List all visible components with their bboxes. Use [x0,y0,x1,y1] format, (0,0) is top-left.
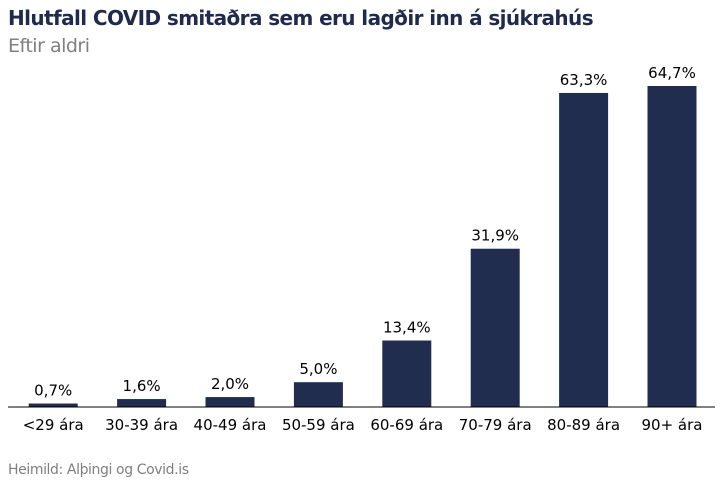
bar [28,403,78,407]
data-label: 31,9% [471,227,519,245]
bar [647,86,697,407]
chart-subtitle: Eftir aldri [8,35,90,57]
data-label: 63,3% [560,71,608,89]
x-tick-label: 40-49 ára [194,416,267,434]
x-tick-label: 90+ ára [642,416,703,434]
x-tick-label: 80-89 ára [547,416,620,434]
bar [382,340,432,407]
data-label: 13,4% [383,319,431,337]
x-tick-label: <29 ára [23,416,84,434]
data-label: 2,0% [211,375,249,393]
bar [559,92,609,407]
bar [293,382,343,407]
bar [205,397,255,407]
x-tick-label: 50-59 ára [282,416,355,434]
x-tick-label: 60-69 ára [370,416,443,434]
data-label: 0,7% [34,382,72,400]
data-label: 5,0% [299,360,337,378]
bar [470,248,520,407]
source-note: Heimild: Alþingi og Covid.is [8,462,189,478]
bar [117,399,167,407]
x-tick-label: 30-39 ára [105,416,178,434]
data-label: 64,7% [648,64,696,82]
data-label: 1,6% [123,377,161,395]
chart-title: Hlutfall COVID smitaðra sem eru lagðir i… [8,6,594,30]
x-tick-label: 70-79 ára [459,416,532,434]
